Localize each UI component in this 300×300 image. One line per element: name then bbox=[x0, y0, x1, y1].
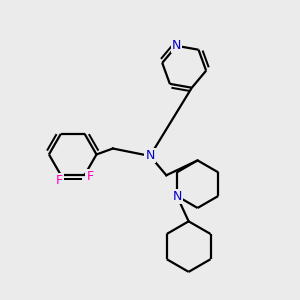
Text: F: F bbox=[86, 170, 94, 183]
Text: N: N bbox=[172, 39, 181, 52]
Text: F: F bbox=[56, 174, 63, 187]
Text: N: N bbox=[172, 190, 182, 202]
Text: N: N bbox=[145, 149, 155, 162]
